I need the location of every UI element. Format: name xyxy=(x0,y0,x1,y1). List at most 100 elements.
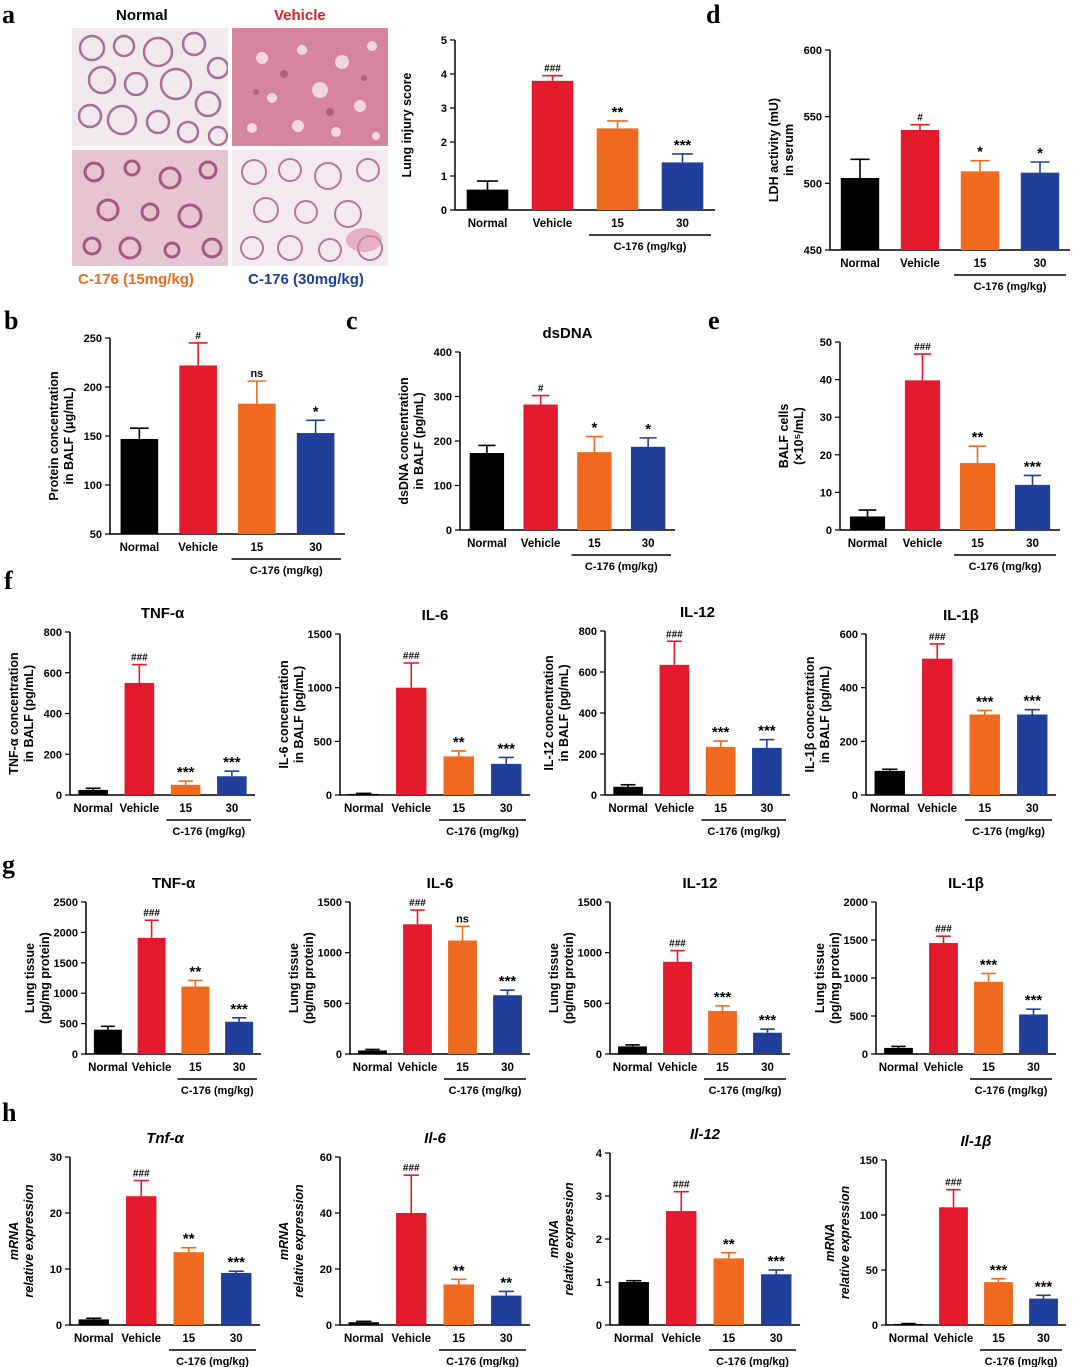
y-axis-label: Lung tissue xyxy=(287,943,301,1013)
y-tick-label: 400 xyxy=(840,683,858,695)
x-tick-label: 30 xyxy=(760,803,773,815)
x-tick-label: Normal xyxy=(73,803,113,815)
bar-normal xyxy=(874,770,905,795)
significance-label: *** xyxy=(976,693,994,710)
x-tick-label: 30 xyxy=(225,803,238,815)
x-tick-label: 15 xyxy=(452,1333,465,1345)
y-tick-label: 2 xyxy=(441,137,447,149)
y-tick-label: 250 xyxy=(84,333,102,345)
bar-30 xyxy=(630,446,666,530)
y-axis-label: (pg/mg protein) xyxy=(562,932,576,1024)
y-tick-label: 50 xyxy=(866,1265,878,1277)
significance-label: * xyxy=(977,144,983,161)
chart-title: Tnf-α xyxy=(146,1130,184,1147)
panel-letter-a: a xyxy=(2,0,15,29)
chart-ldh-activity: 450 500 550 600 LDH activity (mU) in serum Nor… xyxy=(760,30,1080,310)
bar-vehicle xyxy=(137,937,166,1054)
y-tick-label: 1500 xyxy=(308,629,332,641)
y-tick-label: 1000 xyxy=(578,948,602,960)
x-tick-label: Normal xyxy=(614,1333,654,1345)
group-label: C-176 (mg/kg) xyxy=(614,241,687,253)
x-tick-label: Normal xyxy=(608,803,648,815)
x-tick-label: 15 xyxy=(456,1062,469,1074)
y-tick-label: 500 xyxy=(804,178,822,190)
x-tick-label: 30 xyxy=(1026,803,1039,815)
x-tick-label: 30 xyxy=(501,1062,514,1074)
chart-title: IL-6 xyxy=(427,875,454,892)
bar-normal xyxy=(618,1282,649,1325)
significance-label: ### xyxy=(403,1163,420,1174)
x-tick-label: 15 xyxy=(182,1333,195,1345)
bar-vehicle xyxy=(523,404,558,530)
y-tick-label: 50 xyxy=(90,529,102,541)
x-tick-label: Normal xyxy=(879,1062,919,1074)
y-axis-label: dsDNA concentration xyxy=(397,377,411,504)
y-axis-label: in BALF (pg/mL) xyxy=(292,666,306,763)
group-label: C-176 (mg/kg) xyxy=(974,281,1047,293)
x-tick-label: 30 xyxy=(676,218,689,230)
bar-30 xyxy=(752,747,782,795)
significance-label: ### xyxy=(143,908,160,919)
bar-vehicle xyxy=(403,924,432,1054)
histology-c176-15-image xyxy=(72,150,228,266)
y-tick-label: 200 xyxy=(579,749,597,761)
group-label: C-176 (mg/kg) xyxy=(446,826,519,838)
significance-label: ### xyxy=(929,632,946,643)
y-tick-label: 1000 xyxy=(844,973,868,985)
y-tick-label: 1000 xyxy=(54,988,78,1000)
y-tick-label: 200 xyxy=(44,749,62,761)
bar-15 xyxy=(443,756,474,795)
y-tick-label: 10 xyxy=(820,487,832,499)
significance-label: *** xyxy=(497,740,515,757)
x-tick-label: 30 xyxy=(1034,258,1047,270)
y-tick-label: 40 xyxy=(320,1208,332,1220)
y-tick-label: 600 xyxy=(579,667,597,679)
bar-normal xyxy=(466,189,509,210)
bar-15 xyxy=(443,1284,474,1325)
bar-15 xyxy=(448,940,477,1054)
x-tick-label: 30 xyxy=(309,542,322,554)
y-axis-label: BALF cells xyxy=(777,404,791,469)
chart-title: IL-1β xyxy=(943,607,979,624)
significance-label: *** xyxy=(767,1253,785,1270)
chart-title: Il-12 xyxy=(690,1126,721,1143)
chart-balf-cells: 0 10 20 30 40 50 BALF cells (×10⁵/mL) Normal ### V… xyxy=(740,322,1080,582)
x-tick-label: Normal xyxy=(344,803,384,815)
y-tick-label: 30 xyxy=(820,412,832,424)
y-axis-label: Lung tissue xyxy=(813,943,827,1013)
significance-label: * xyxy=(645,421,651,438)
histology-vehicle-image xyxy=(232,28,388,146)
y-tick-label: 450 xyxy=(804,245,822,257)
bar-normal xyxy=(348,793,379,795)
significance-label: *** xyxy=(1024,458,1042,475)
x-tick-label: 15 xyxy=(714,803,727,815)
significance-label: *** xyxy=(674,137,692,154)
significance-label: * xyxy=(591,420,597,437)
significance-label: # xyxy=(917,113,923,124)
y-tick-label: 500 xyxy=(850,1011,868,1023)
significance-label: ### xyxy=(544,64,561,75)
group-label: C-176 (mg/kg) xyxy=(172,826,245,838)
bar-vehicle xyxy=(939,1207,968,1325)
y-tick-label: 30 xyxy=(50,1152,62,1164)
y-tick-label: 3 xyxy=(596,1191,602,1203)
y-tick-label: 400 xyxy=(434,347,452,359)
chart-title: IL-6 xyxy=(422,607,449,624)
significance-label: * xyxy=(1037,145,1043,162)
y-axis-label: (pg/mg protein) xyxy=(38,932,52,1024)
y-tick-label: 20 xyxy=(320,1264,332,1276)
y-tick-label: 200 xyxy=(434,436,452,448)
y-tick-label: 100 xyxy=(434,481,452,493)
significance-label: ### xyxy=(666,629,683,640)
y-axis-label: relative expression xyxy=(22,1184,36,1298)
significance-label: *** xyxy=(1023,693,1041,710)
x-tick-label: 15 xyxy=(982,1062,995,1074)
x-tick-label: Vehicle xyxy=(934,1333,974,1345)
significance-label: *** xyxy=(758,723,776,740)
x-tick-label: Vehicle xyxy=(178,542,218,554)
x-tick-label: 15 xyxy=(974,258,987,270)
bar-vehicle xyxy=(659,664,690,795)
bar-normal xyxy=(618,1046,647,1054)
y-tick-label: 1 xyxy=(441,171,447,183)
panel-letter-f: f xyxy=(4,566,13,595)
